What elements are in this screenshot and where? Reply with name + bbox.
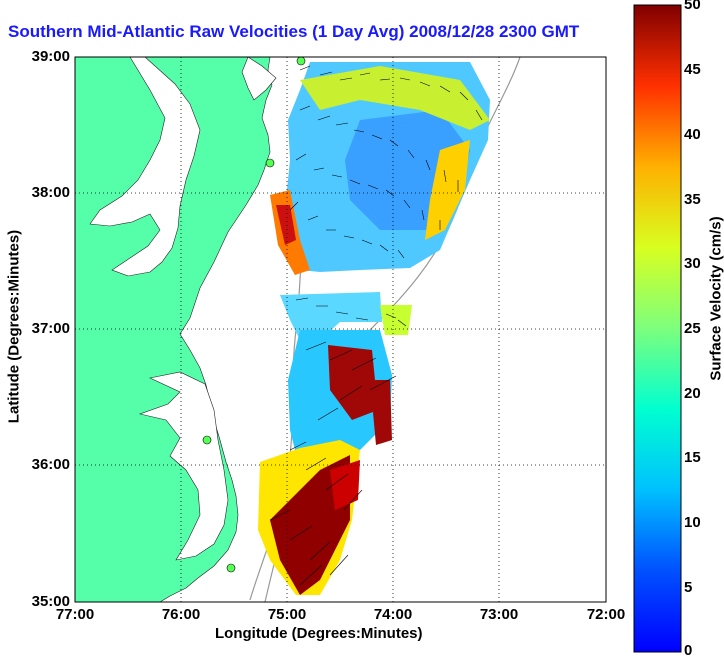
- colorbar-tick: 10: [684, 514, 701, 531]
- radar-site-marker: [226, 563, 236, 573]
- colorbar-tick: 0: [684, 642, 693, 659]
- x-tick-label: 77:00: [55, 606, 95, 623]
- colorbar-tick: 5: [684, 579, 693, 596]
- y-axis-label: Latitude (Degrees:Minutes): [5, 229, 23, 424]
- x-tick-label: 75:00: [267, 606, 307, 623]
- y-tick-label: 35:00: [31, 593, 70, 610]
- colorbar-tick: 30: [684, 255, 701, 272]
- pamlico-sound: [138, 371, 229, 561]
- colorbar-tick: 45: [684, 61, 701, 78]
- colorbar-label: Surface Velocity (cm/s): [707, 216, 724, 381]
- colorbar: [633, 4, 682, 653]
- map-gridlines: [75, 57, 606, 602]
- map-title: Southern Mid-Atlantic Raw Velocities (1 …: [8, 22, 580, 41]
- x-tick-label: 76:00: [161, 606, 201, 623]
- y-tick-label: 36:00: [31, 456, 70, 473]
- velocity-vectors: [269, 65, 483, 586]
- delaware-bay: [241, 57, 277, 101]
- radar-site-marker: [202, 435, 212, 445]
- colorbar-tick: 20: [684, 385, 701, 402]
- x-tick-label: 73:00: [479, 606, 519, 623]
- colorbar-tick: 25: [684, 320, 701, 337]
- y-tick-label: 39:00: [31, 48, 70, 65]
- colorbar-tick: 50: [684, 0, 701, 13]
- y-tick-label: 37:00: [31, 320, 70, 337]
- chesapeake-bay: [89, 57, 201, 277]
- colorbar-tick: 15: [684, 449, 701, 466]
- radar-site-marker: [296, 57, 306, 66]
- x-tick-label: 72:00: [586, 606, 626, 623]
- x-axis-label: Longitude (Degrees:Minutes): [215, 625, 423, 642]
- colorbar-tick: 35: [684, 191, 701, 208]
- x-tick-label: 74:00: [373, 606, 413, 623]
- y-tick-label: 38:00: [31, 184, 70, 201]
- radar-site-marker: [265, 158, 275, 168]
- colorbar-tick: 40: [684, 126, 701, 143]
